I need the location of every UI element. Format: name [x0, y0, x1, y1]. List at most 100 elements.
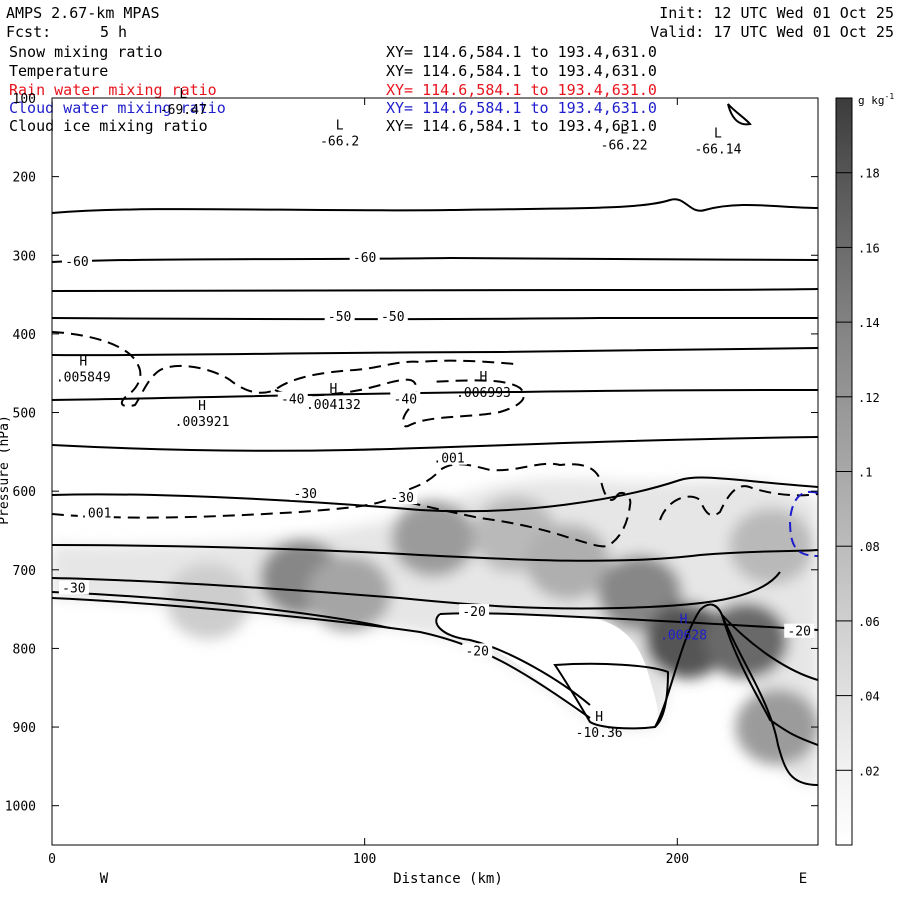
- temp-contour: [52, 288, 818, 292]
- init-time: Init: 12 UTC Wed 01 Oct 25: [659, 4, 894, 22]
- snow-shading-cell: [729, 508, 814, 585]
- y-tick-label: 500: [13, 407, 36, 422]
- temperature-label: -30: [62, 581, 85, 596]
- temp-contour: [52, 436, 818, 452]
- colorbar-tick-label: .1: [858, 466, 872, 480]
- colorbar-tick-label: .14: [858, 316, 880, 330]
- temp-contour: [52, 389, 818, 401]
- extremum-value: -66.22: [601, 138, 648, 153]
- temp-contour: [52, 476, 818, 513]
- temperature-label: -40: [394, 393, 417, 408]
- field-name: Cloud ice mixing ratio: [9, 117, 208, 135]
- label-backdrop: [459, 604, 490, 619]
- valid-time: Valid: 17 UTC Wed 01 Oct 25: [650, 23, 894, 41]
- cloud-ice-label: .001: [433, 452, 464, 467]
- label-backdrop: [387, 490, 418, 505]
- cloud-ice-contours: [52, 331, 818, 548]
- extremum-value: .005849: [56, 370, 111, 385]
- label-backdrop: [349, 250, 380, 265]
- extrema-markers: L-66.2L-66.22L-66.14L-69.47H.005849H.003…: [56, 87, 742, 741]
- label-backdrop: [431, 450, 468, 465]
- label-backdrop: [77, 505, 114, 520]
- colorbar-ticks: .02 .04 .06 .08 .1 .12 .14 .16 .18: [836, 167, 880, 778]
- temp-contour: [52, 256, 818, 263]
- snow-shading-cell: [166, 563, 251, 640]
- snow-shading-cell: [525, 523, 610, 600]
- field-name: Temperature: [9, 62, 109, 80]
- y-tick-label: 800: [13, 642, 36, 657]
- temp-contour: [727, 103, 752, 126]
- extremum-value: .004132: [306, 398, 361, 413]
- colorbar-tick-label: .06: [858, 615, 880, 629]
- label-backdrop: [784, 623, 815, 638]
- label-backdrop: [377, 309, 408, 324]
- field-xy: XY= 114.6,584.1 to 193.4,631.0: [386, 62, 657, 80]
- temperature-label: -30: [390, 491, 413, 506]
- temp-contour: [52, 317, 818, 321]
- y-tick-label: 400: [13, 328, 36, 343]
- clear-pocket: [436, 613, 659, 729]
- colorbar-unit-text: g kg: [858, 94, 885, 107]
- label-backdrop: [390, 391, 421, 406]
- plot-frame: [51, 97, 819, 846]
- temperature-label: -50: [381, 310, 404, 325]
- temperature-label: -20: [465, 644, 488, 659]
- extremum-letter: H: [198, 399, 206, 414]
- y-tick-label: 1000: [5, 800, 36, 815]
- contour-layer: [52, 198, 818, 786]
- extremum-letter: L: [714, 126, 722, 141]
- colorbar-tick-label: .08: [858, 540, 880, 554]
- snow-shading-cell: [735, 689, 818, 766]
- extremum-value: .00628: [660, 628, 707, 643]
- cloud-water-contour: [788, 490, 819, 557]
- label-backdrop: [462, 643, 493, 658]
- temperature-label: -60: [65, 255, 88, 270]
- x-tick-label: 0: [48, 852, 56, 867]
- forecast-value: 5 h: [100, 23, 128, 41]
- extremum-value: -66.14: [694, 142, 741, 157]
- extremum-letter: L: [336, 118, 344, 133]
- temp-contour: [52, 347, 818, 357]
- temperature-label: -60: [353, 251, 376, 266]
- temp-contour: [52, 544, 818, 562]
- extremum-value: -69.47: [160, 103, 207, 118]
- temp-contour: [52, 591, 391, 629]
- x-axis-label: Distance (km): [393, 871, 503, 887]
- y-tick-label: 300: [13, 249, 36, 264]
- extremum-value: -66.2: [320, 134, 359, 149]
- label-backdrop: [58, 580, 89, 595]
- extremum-letter: H: [329, 382, 337, 397]
- cloud-ice-contour: [274, 378, 525, 428]
- colorbar-tick-label: .12: [858, 391, 880, 405]
- extremum-letter: H: [595, 710, 603, 725]
- label-backdrop: [62, 254, 93, 269]
- field-name: Cloud water mixing ratio: [9, 99, 226, 117]
- cloud-ice-contour: [659, 485, 818, 521]
- extremum-letter: L: [620, 122, 628, 137]
- field-name: Snow mixing ratio: [9, 43, 163, 61]
- contour-labels: -60 -60 -50 -50 -40 -40 -30 -30 -30 -20 -20 -20 .001…: [58, 250, 815, 659]
- extremum-letter: H: [79, 354, 87, 369]
- colorbar-tick-label: .02: [858, 764, 880, 778]
- label-backdrop: [277, 391, 308, 406]
- colorbar-unit-exponent: -1: [885, 92, 895, 101]
- x-tick-label: 100: [353, 852, 376, 867]
- terrain-edge: [654, 603, 818, 746]
- label-backdrop: [290, 486, 321, 501]
- y-tick-label: 700: [13, 564, 36, 579]
- temperature-label: -40: [281, 393, 304, 408]
- colorbar-unit: g kg-1: [858, 92, 894, 107]
- temp-contour: [52, 198, 818, 214]
- terrain-edge: [721, 614, 818, 786]
- temp-contour: [52, 597, 591, 719]
- y-tick-label: 100: [13, 92, 36, 107]
- cloud-ice-contour: [52, 462, 619, 519]
- colorbar-tick-label: .18: [858, 167, 880, 181]
- y-tick-label: 200: [13, 171, 36, 186]
- cloud-water-contours: [788, 490, 819, 557]
- extremum-value: -10.36: [576, 726, 623, 741]
- temperature-label: -50: [328, 310, 351, 325]
- field-xy: XY= 114.6,584.1 to 193.4,631.0: [386, 99, 657, 117]
